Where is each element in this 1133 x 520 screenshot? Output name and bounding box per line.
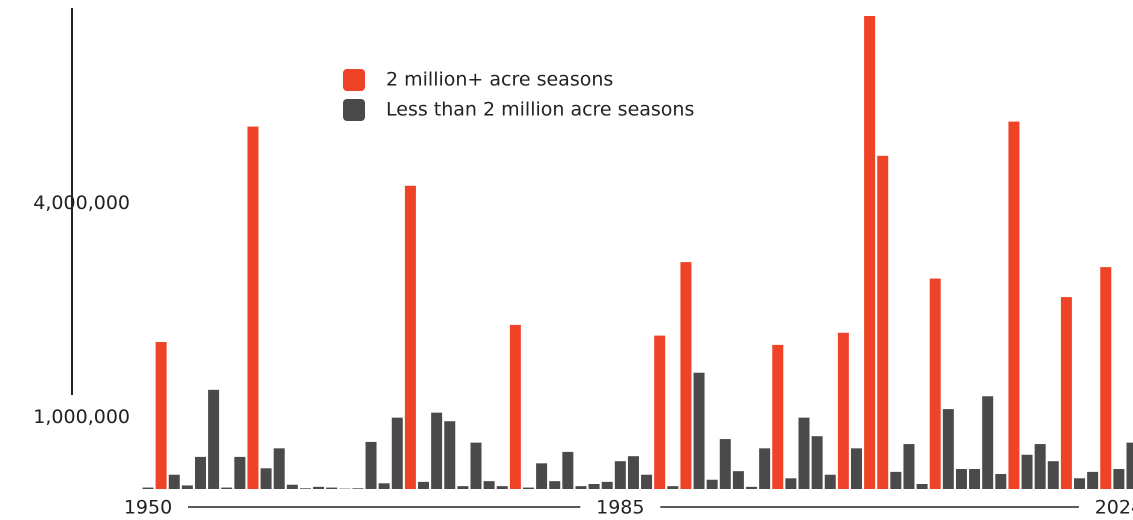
- bar: [247, 126, 259, 490]
- bar: [903, 444, 915, 489]
- x-tick-label: 2024: [1095, 497, 1133, 519]
- bar: [877, 155, 889, 490]
- bar: [260, 468, 272, 489]
- x-tick-label: 1950: [124, 497, 172, 519]
- bar: [286, 484, 298, 489]
- bar: [641, 474, 653, 489]
- bar: [772, 344, 784, 489]
- bar: [549, 481, 561, 489]
- bar: [654, 335, 666, 489]
- bar: [391, 417, 403, 489]
- bar: [824, 474, 836, 489]
- bar: [1100, 267, 1112, 489]
- bar: [168, 474, 180, 489]
- x-tick-label: 1985: [596, 497, 644, 519]
- bar: [1126, 442, 1133, 489]
- bar: [916, 484, 928, 489]
- bar: [155, 342, 167, 489]
- legend-label: Less than 2 million acre seasons: [386, 99, 694, 121]
- bar: [181, 485, 193, 489]
- bar: [890, 471, 902, 489]
- bar: [326, 487, 338, 489]
- bar: [299, 488, 311, 489]
- bar: [194, 456, 206, 489]
- bar: [522, 487, 534, 489]
- bar: [1113, 469, 1125, 489]
- bar: [575, 486, 587, 489]
- bar: [509, 324, 521, 489]
- bar: [352, 488, 364, 489]
- bar: [378, 483, 390, 489]
- bar: [850, 448, 862, 489]
- bar: [1074, 478, 1086, 489]
- bar: [1087, 471, 1099, 489]
- bar: [483, 481, 495, 489]
- bar: [234, 456, 246, 489]
- bar: [864, 15, 876, 490]
- bar: [536, 463, 548, 489]
- legend-swatch: [343, 99, 365, 121]
- bar: [588, 484, 600, 489]
- bar: [811, 436, 823, 489]
- bar: [444, 421, 456, 489]
- bar: [969, 469, 981, 489]
- bar: [942, 409, 954, 489]
- bar: [601, 481, 613, 489]
- bar: [365, 441, 377, 489]
- bar: [627, 456, 639, 489]
- bar: [798, 417, 810, 489]
- bar: [614, 461, 626, 489]
- bar: [496, 486, 508, 489]
- bar: [746, 486, 758, 489]
- bar: [431, 412, 443, 489]
- bar: [418, 481, 430, 489]
- bar: [680, 262, 692, 489]
- bar: [667, 486, 679, 489]
- bar: [785, 478, 797, 489]
- bar: [1008, 121, 1020, 489]
- y-tick-label: 1,000,000: [33, 406, 130, 428]
- bar: [1060, 297, 1072, 489]
- bar: [470, 442, 482, 489]
- bar: [982, 396, 994, 489]
- bar: [706, 479, 718, 489]
- bar: [1034, 444, 1046, 489]
- bar: [142, 487, 154, 489]
- bar: [995, 474, 1007, 489]
- y-tick-label: 4,000,000: [33, 192, 130, 214]
- bar: [404, 185, 416, 489]
- bar: [955, 469, 967, 489]
- bar: [457, 486, 469, 489]
- bar: [273, 448, 285, 489]
- legend-label: 2 million+ acre seasons: [386, 69, 613, 91]
- legend-swatch: [343, 69, 365, 91]
- bar: [732, 471, 744, 489]
- bar: [1021, 454, 1033, 489]
- bar: [693, 372, 705, 489]
- bar: [837, 332, 849, 489]
- bar: [208, 389, 220, 489]
- bar: [719, 439, 731, 489]
- bar: [929, 278, 941, 489]
- bar: [562, 451, 574, 489]
- bar: [1047, 461, 1059, 489]
- bar: [313, 486, 325, 489]
- bar: [759, 448, 771, 489]
- bar: [221, 487, 233, 489]
